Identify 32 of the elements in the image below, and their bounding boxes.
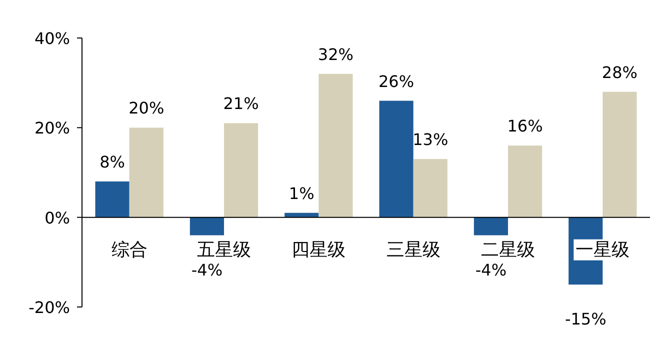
data-label: 1% xyxy=(288,184,314,203)
data-label: 16% xyxy=(507,116,543,136)
bar xyxy=(190,217,224,236)
x-tick-label: 一星级 xyxy=(576,239,630,260)
bar xyxy=(413,159,448,218)
bar xyxy=(224,123,258,218)
data-label: 20% xyxy=(128,98,164,118)
y-tick-label: 20% xyxy=(34,118,70,138)
data-label: 21% xyxy=(223,94,259,114)
bar xyxy=(318,74,353,218)
x-tick-label: 五星级 xyxy=(197,239,251,260)
bar xyxy=(474,217,508,236)
bar xyxy=(129,128,164,218)
data-label: 8% xyxy=(100,152,125,172)
data-label: -4% xyxy=(475,260,507,280)
y-tick-label: -20% xyxy=(28,298,70,317)
x-tick-label: 综合 xyxy=(111,239,148,260)
x-tick-label: 三星级 xyxy=(386,239,440,260)
x-tick-label: 二星级 xyxy=(481,239,535,260)
data-label: -4% xyxy=(191,260,223,280)
x-tick-label: 四星级 xyxy=(292,239,346,260)
data-label: 32% xyxy=(318,44,354,64)
y-tick-label: 40% xyxy=(34,29,70,48)
y-tick-label: 0% xyxy=(44,208,70,228)
bar xyxy=(602,92,637,218)
data-label: 28% xyxy=(602,62,638,82)
data-label: 13% xyxy=(412,130,448,150)
data-label: -15% xyxy=(564,310,606,329)
bar xyxy=(95,181,130,218)
data-label: 26% xyxy=(378,72,414,91)
bar xyxy=(379,100,414,218)
bar xyxy=(508,146,542,218)
